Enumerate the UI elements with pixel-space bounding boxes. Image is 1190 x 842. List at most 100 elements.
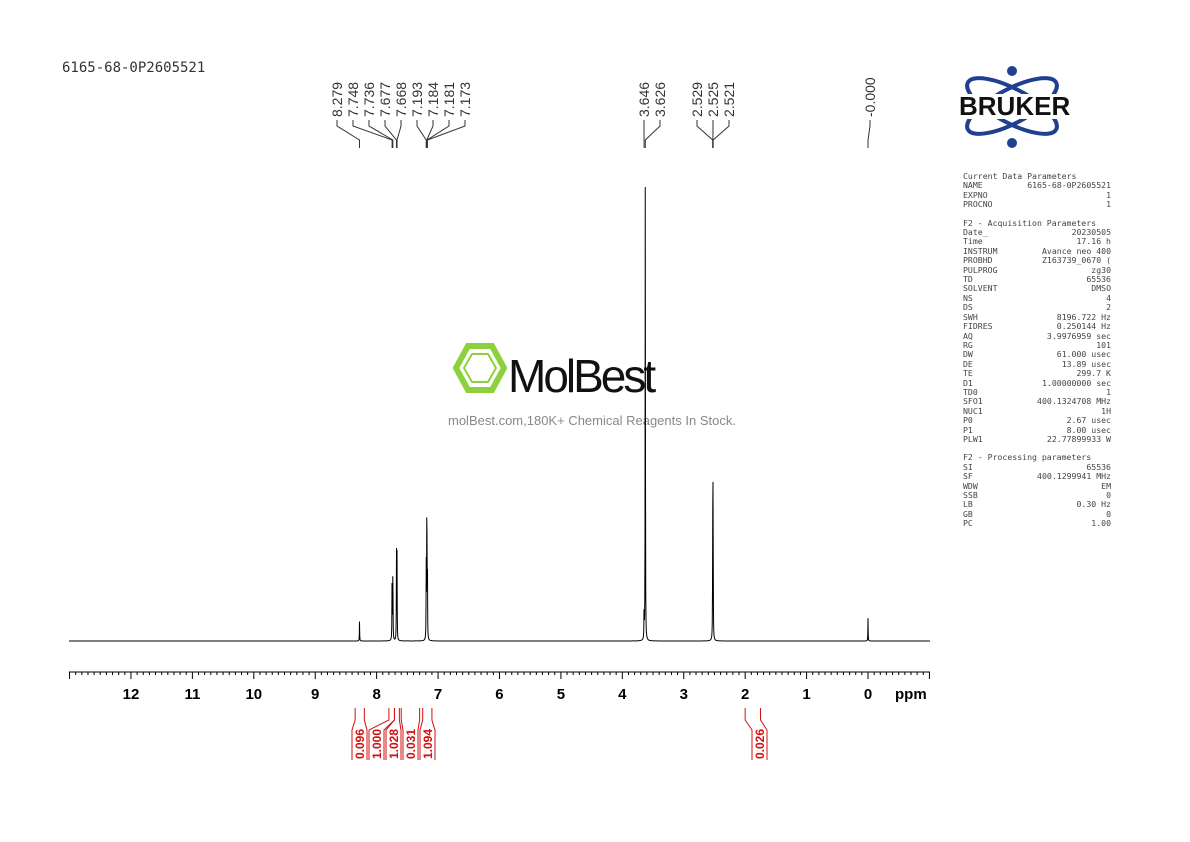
integral-value: 0.026 xyxy=(753,729,767,759)
param-row: WDW EM xyxy=(963,480,1111,491)
param-section-title: Current Data Parameters xyxy=(963,171,1077,181)
param-key: FIDRES xyxy=(963,321,993,332)
x-tick-label: 11 xyxy=(184,686,200,703)
param-section-title: F2 - Acquisition Parameters xyxy=(963,217,1097,228)
param-value: 8196.722 Hz xyxy=(1056,311,1111,322)
integral-bracket xyxy=(744,708,753,760)
param-row: NUC1 1H xyxy=(963,405,1111,416)
integral-bracket xyxy=(431,708,436,760)
param-row: SSB 0 xyxy=(963,490,1111,500)
x-tick-label: 7 xyxy=(434,686,442,703)
integral-bracket xyxy=(363,708,368,760)
peak-label: 7.181 xyxy=(441,82,457,117)
param-row: INSTRUM Avance neo 400 xyxy=(963,245,1111,256)
param-key: Date_ xyxy=(963,227,988,238)
x-axis-label: ppm xyxy=(895,686,927,703)
peak-label-connector xyxy=(384,120,397,148)
param-value: Z163739_0670 ( xyxy=(1041,255,1111,266)
param-key: EXPNO xyxy=(963,189,988,200)
peak-label: 7.748 xyxy=(345,82,361,117)
x-tick-label: 8 xyxy=(372,686,380,703)
param-row: Time 17.16 h xyxy=(963,236,1111,247)
param-key: SFO1 xyxy=(963,396,983,407)
peak-label-connector xyxy=(416,120,427,148)
integral-value: 0.096 xyxy=(353,729,367,759)
param-value: 0.30 Hz xyxy=(1076,499,1111,510)
param-key: RG xyxy=(963,339,973,350)
param-key: NS xyxy=(963,292,973,303)
spectrum-trace xyxy=(69,186,930,642)
integral-bracket xyxy=(419,708,424,760)
param-row: RG 101 xyxy=(963,339,1111,350)
param-value: Avance neo 400 xyxy=(1041,245,1111,256)
param-key: SF xyxy=(963,471,973,482)
peak-label: 8.279 xyxy=(329,82,345,117)
param-value: 1.00000000 sec xyxy=(1041,377,1111,388)
param-value: 22.77899933 W xyxy=(1046,433,1111,444)
param-key: NUC1 xyxy=(963,405,983,416)
param-value: 0 xyxy=(1106,490,1111,500)
x-tick-label: 1 xyxy=(802,686,810,703)
param-key: TE xyxy=(963,368,973,379)
param-value: zg30 xyxy=(1091,264,1111,275)
peak-label: 7.677 xyxy=(377,82,393,117)
param-row: PROBHD Z163739_0670 ( xyxy=(963,255,1111,266)
peak-label: 3.646 xyxy=(636,82,652,117)
x-tick-label: 12 xyxy=(123,686,140,703)
x-tick-label: 5 xyxy=(557,686,565,703)
param-value: 1.00 xyxy=(1091,518,1111,529)
param-row: SI 65536 xyxy=(963,461,1111,472)
param-value: 20230505 xyxy=(1071,227,1111,238)
peak-label: 7.193 xyxy=(409,82,425,117)
param-row: LB 0.30 Hz xyxy=(963,499,1111,510)
param-key: GB xyxy=(963,508,973,519)
x-tick-label: 3 xyxy=(680,686,688,703)
param-value: 3.9976959 sec xyxy=(1046,330,1111,341)
param-key: Time xyxy=(963,236,983,247)
peak-label: 7.184 xyxy=(425,82,441,117)
peak-label-connector xyxy=(426,120,450,148)
param-key: PC xyxy=(963,518,973,529)
peak-label-connector xyxy=(368,120,394,148)
param-value: 101 xyxy=(1096,339,1111,350)
param-value: 4 xyxy=(1106,292,1111,303)
peak-label: 2.521 xyxy=(721,82,737,117)
param-value: 0 xyxy=(1106,508,1111,519)
param-key: TD xyxy=(963,274,973,285)
param-row: FIDRES 0.250144 Hz xyxy=(963,321,1111,332)
param-value: 65536 xyxy=(1086,461,1111,472)
param-row: TD0 1 xyxy=(963,386,1111,397)
param-key: DE xyxy=(963,358,973,369)
param-section-title: F2 - Processing parameters xyxy=(963,452,1092,463)
param-key: P1 xyxy=(963,424,973,435)
param-value: 400.1299941 MHz xyxy=(1037,471,1111,482)
param-row: AQ 3.9976959 sec xyxy=(963,330,1111,341)
svg-text:BRUKER: BRUKER xyxy=(959,91,1070,121)
param-key: LB xyxy=(963,499,973,510)
param-value: 1 xyxy=(1106,386,1111,397)
peak-label-connector xyxy=(644,120,661,148)
param-row: DE 13.89 usec xyxy=(963,358,1111,369)
param-row: EXPNO 1 xyxy=(963,189,1111,200)
param-value: 400.1324708 MHz xyxy=(1037,396,1111,407)
x-tick-label: 4 xyxy=(618,686,627,703)
sample-name: 6165-68-0P2605521 xyxy=(62,60,206,76)
param-row: PC 1.00 xyxy=(963,518,1111,529)
param-row: SOLVENT DMSO xyxy=(963,283,1111,294)
param-value: 1 xyxy=(1106,189,1111,200)
peak-label-connector xyxy=(696,120,714,148)
param-value: DMSO xyxy=(1091,283,1111,294)
param-row: P1 8.00 usec xyxy=(963,424,1111,435)
param-value: 65536 xyxy=(1086,274,1111,285)
param-value: 1H xyxy=(1101,405,1111,416)
param-value: EM xyxy=(1101,480,1111,491)
param-row: PROCNO 1 xyxy=(963,199,1111,209)
param-key: P0 xyxy=(963,415,973,426)
param-value: 2 xyxy=(1106,302,1111,313)
param-row: SWH 8196.722 Hz xyxy=(963,311,1111,322)
param-row: D1 1.00000000 sec xyxy=(963,377,1111,388)
peak-label: 7.668 xyxy=(393,82,409,117)
param-row: DS 2 xyxy=(963,302,1111,313)
integral-bracket xyxy=(385,708,395,760)
